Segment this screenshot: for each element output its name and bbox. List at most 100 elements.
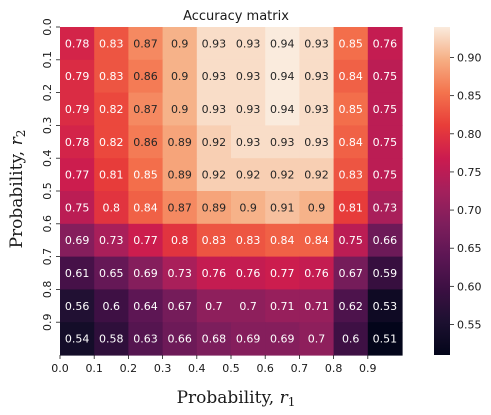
heatmap-cell-r9-c6 xyxy=(265,322,300,356)
heatmap-cell-r7-c8 xyxy=(333,256,369,290)
colorbar-ticks: 0.55 0.60 0.65 0.70 0.75 0.80 0.85 0.90 xyxy=(450,52,482,331)
cell-value-r0-c2: 0.87 xyxy=(133,37,158,50)
heatmap-cell-r8-c8 xyxy=(333,289,369,323)
cell-value-r6-c9: 0.66 xyxy=(373,234,398,247)
y-tick-label-4: 0.4 xyxy=(41,149,54,167)
cell-value-r3-c6: 0.93 xyxy=(270,136,295,149)
heatmap-cell-r2-c0 xyxy=(60,92,95,126)
cell-value-r7-c9: 0.59 xyxy=(373,267,398,280)
cell-value-r0-c4: 0.93 xyxy=(202,37,227,50)
cell-value-r9-c6: 0.69 xyxy=(270,333,295,346)
colorbar-tick-label-3: 0.70 xyxy=(457,204,482,217)
cell-value-r0-c3: 0.9 xyxy=(171,37,189,50)
heatmap-cell-r1-c5 xyxy=(231,59,266,94)
cell-value-r8-c1: 0.6 xyxy=(103,300,121,313)
cell-value-r5-c4: 0.89 xyxy=(202,201,227,214)
y-tick-label-7: 0.7 xyxy=(41,248,54,266)
heatmap-cell-r4-c2 xyxy=(128,158,164,192)
y-tick-label-3: 0.3 xyxy=(41,117,54,134)
cell-value-r7-c8: 0.67 xyxy=(338,267,363,280)
cell-value-r9-c5: 0.69 xyxy=(236,333,261,346)
heatmap-cell-r2-c9 xyxy=(367,92,403,126)
colorbar-tick-label-7: 0.90 xyxy=(457,52,482,65)
heatmap-cell-r4-c7 xyxy=(299,158,335,192)
cell-value-r8-c8: 0.62 xyxy=(338,300,363,313)
heatmap-cell-r0-c1 xyxy=(94,27,129,61)
heatmap-cell-r5-c5 xyxy=(231,191,266,225)
colorbar-tick-label-2: 0.65 xyxy=(457,242,482,255)
cell-value-r0-c7: 0.93 xyxy=(304,37,329,50)
cell-value-r0-c1: 0.83 xyxy=(99,37,124,50)
cell-value-r7-c4: 0.76 xyxy=(202,267,227,280)
heatmap-cell-r2-c7 xyxy=(299,92,335,126)
cell-value-r4-c8: 0.83 xyxy=(338,169,363,182)
heatmap-cell-r9-c5 xyxy=(231,322,266,356)
heatmap-cell-r6-c3 xyxy=(162,223,198,258)
cell-value-r8-c4: 0.7 xyxy=(205,300,223,313)
heatmap-cell-r1-c9 xyxy=(367,59,403,94)
y-tick-label-5: 0.5 xyxy=(41,182,54,200)
colorbar-tick-label-6: 0.85 xyxy=(457,90,482,103)
y-axis-label-var: r xyxy=(7,136,27,145)
cell-value-r6-c6: 0.84 xyxy=(270,234,295,247)
cell-value-r0-c8: 0.85 xyxy=(338,37,363,50)
cell-value-r3-c8: 0.84 xyxy=(338,136,363,149)
heatmap-cell-r0-c2 xyxy=(128,27,164,61)
heatmap-cell-r1-c2 xyxy=(128,59,164,94)
heatmap-cell-r5-c8 xyxy=(333,191,369,225)
heatmap-cell-r3-c5 xyxy=(231,125,266,159)
cell-value-r5-c6: 0.91 xyxy=(270,201,295,214)
heatmap-cell-r8-c4 xyxy=(196,289,232,323)
heatmap-cell-r3-c6 xyxy=(265,125,300,159)
heatmap-cell-r7-c2 xyxy=(128,256,164,290)
x-tick-label-5: 0.5 xyxy=(222,362,240,375)
cell-value-r6-c5: 0.83 xyxy=(236,234,261,247)
heatmap-cell-r6-c8 xyxy=(333,223,369,258)
y-axis-ticks: 0.0 0.1 0.2 0.3 0.4 0.5 0.6 0.7 0.8 0.9 xyxy=(41,18,60,331)
cell-value-r1-c3: 0.9 xyxy=(171,70,189,83)
heatmap-cell-r6-c5 xyxy=(231,223,266,258)
cell-value-r5-c8: 0.81 xyxy=(338,201,363,214)
cell-value-r1-c9: 0.75 xyxy=(373,70,398,83)
heatmap-cell-r3-c9 xyxy=(367,125,403,159)
colorbar-tick-label-1: 0.60 xyxy=(457,280,482,293)
x-tick-label-4: 0.4 xyxy=(188,362,206,375)
cell-value-r0-c9: 0.76 xyxy=(373,37,398,50)
heatmap-cell-r2-c4 xyxy=(196,92,232,126)
x-tick-label-1: 0.1 xyxy=(85,362,103,375)
cell-value-r2-c8: 0.85 xyxy=(338,103,363,116)
heatmap-cell-r0-c8 xyxy=(333,27,369,61)
colorbar-tick-label-0: 0.55 xyxy=(457,318,482,331)
colorbar xyxy=(434,27,450,355)
heatmap-cell-r9-c4 xyxy=(196,322,232,356)
cell-value-r2-c3: 0.9 xyxy=(171,103,189,116)
heatmap-cell-r6-c6 xyxy=(265,223,300,258)
heatmap-cell-r1-c4 xyxy=(196,59,232,94)
cell-value-r4-c1: 0.81 xyxy=(99,169,124,182)
heatmap-cell-r1-c3 xyxy=(162,59,198,94)
heatmap-cell-r5-c1 xyxy=(94,191,129,225)
cell-value-r4-c9: 0.75 xyxy=(373,169,398,182)
heatmap-cell-r1-c8 xyxy=(333,59,369,94)
heatmap-cell-r0-c0 xyxy=(60,27,95,61)
y-tick-label-0: 0.0 xyxy=(41,18,54,36)
cell-value-r2-c6: 0.94 xyxy=(270,103,295,116)
heatmap-cell-r3-c8 xyxy=(333,125,369,159)
heatmap-cell-r3-c4 xyxy=(196,125,232,159)
cell-value-r3-c1: 0.82 xyxy=(99,136,124,149)
heatmap-cells xyxy=(60,27,403,356)
cell-value-r5-c1: 0.8 xyxy=(103,201,121,214)
heatmap-cell-r0-c5 xyxy=(231,27,266,61)
x-axis-ticks: 0.0 0.1 0.2 0.3 0.4 0.5 0.6 0.7 0.8 0.9 xyxy=(51,355,377,375)
x-tick-label-8: 0.8 xyxy=(325,362,343,375)
cell-value-r9-c8: 0.6 xyxy=(342,333,360,346)
cell-value-r8-c3: 0.67 xyxy=(167,300,192,313)
cell-value-r5-c0: 0.75 xyxy=(65,201,90,214)
y-axis-label-sub: 2 xyxy=(14,130,28,138)
heatmap-cell-r5-c2 xyxy=(128,191,164,225)
cell-value-r7-c3: 0.73 xyxy=(167,267,192,280)
heatmap-cell-r7-c3 xyxy=(162,256,198,290)
cell-value-r3-c9: 0.75 xyxy=(373,136,398,149)
cell-value-r2-c5: 0.93 xyxy=(236,103,261,116)
heatmap-cell-r4-c5 xyxy=(231,158,266,192)
